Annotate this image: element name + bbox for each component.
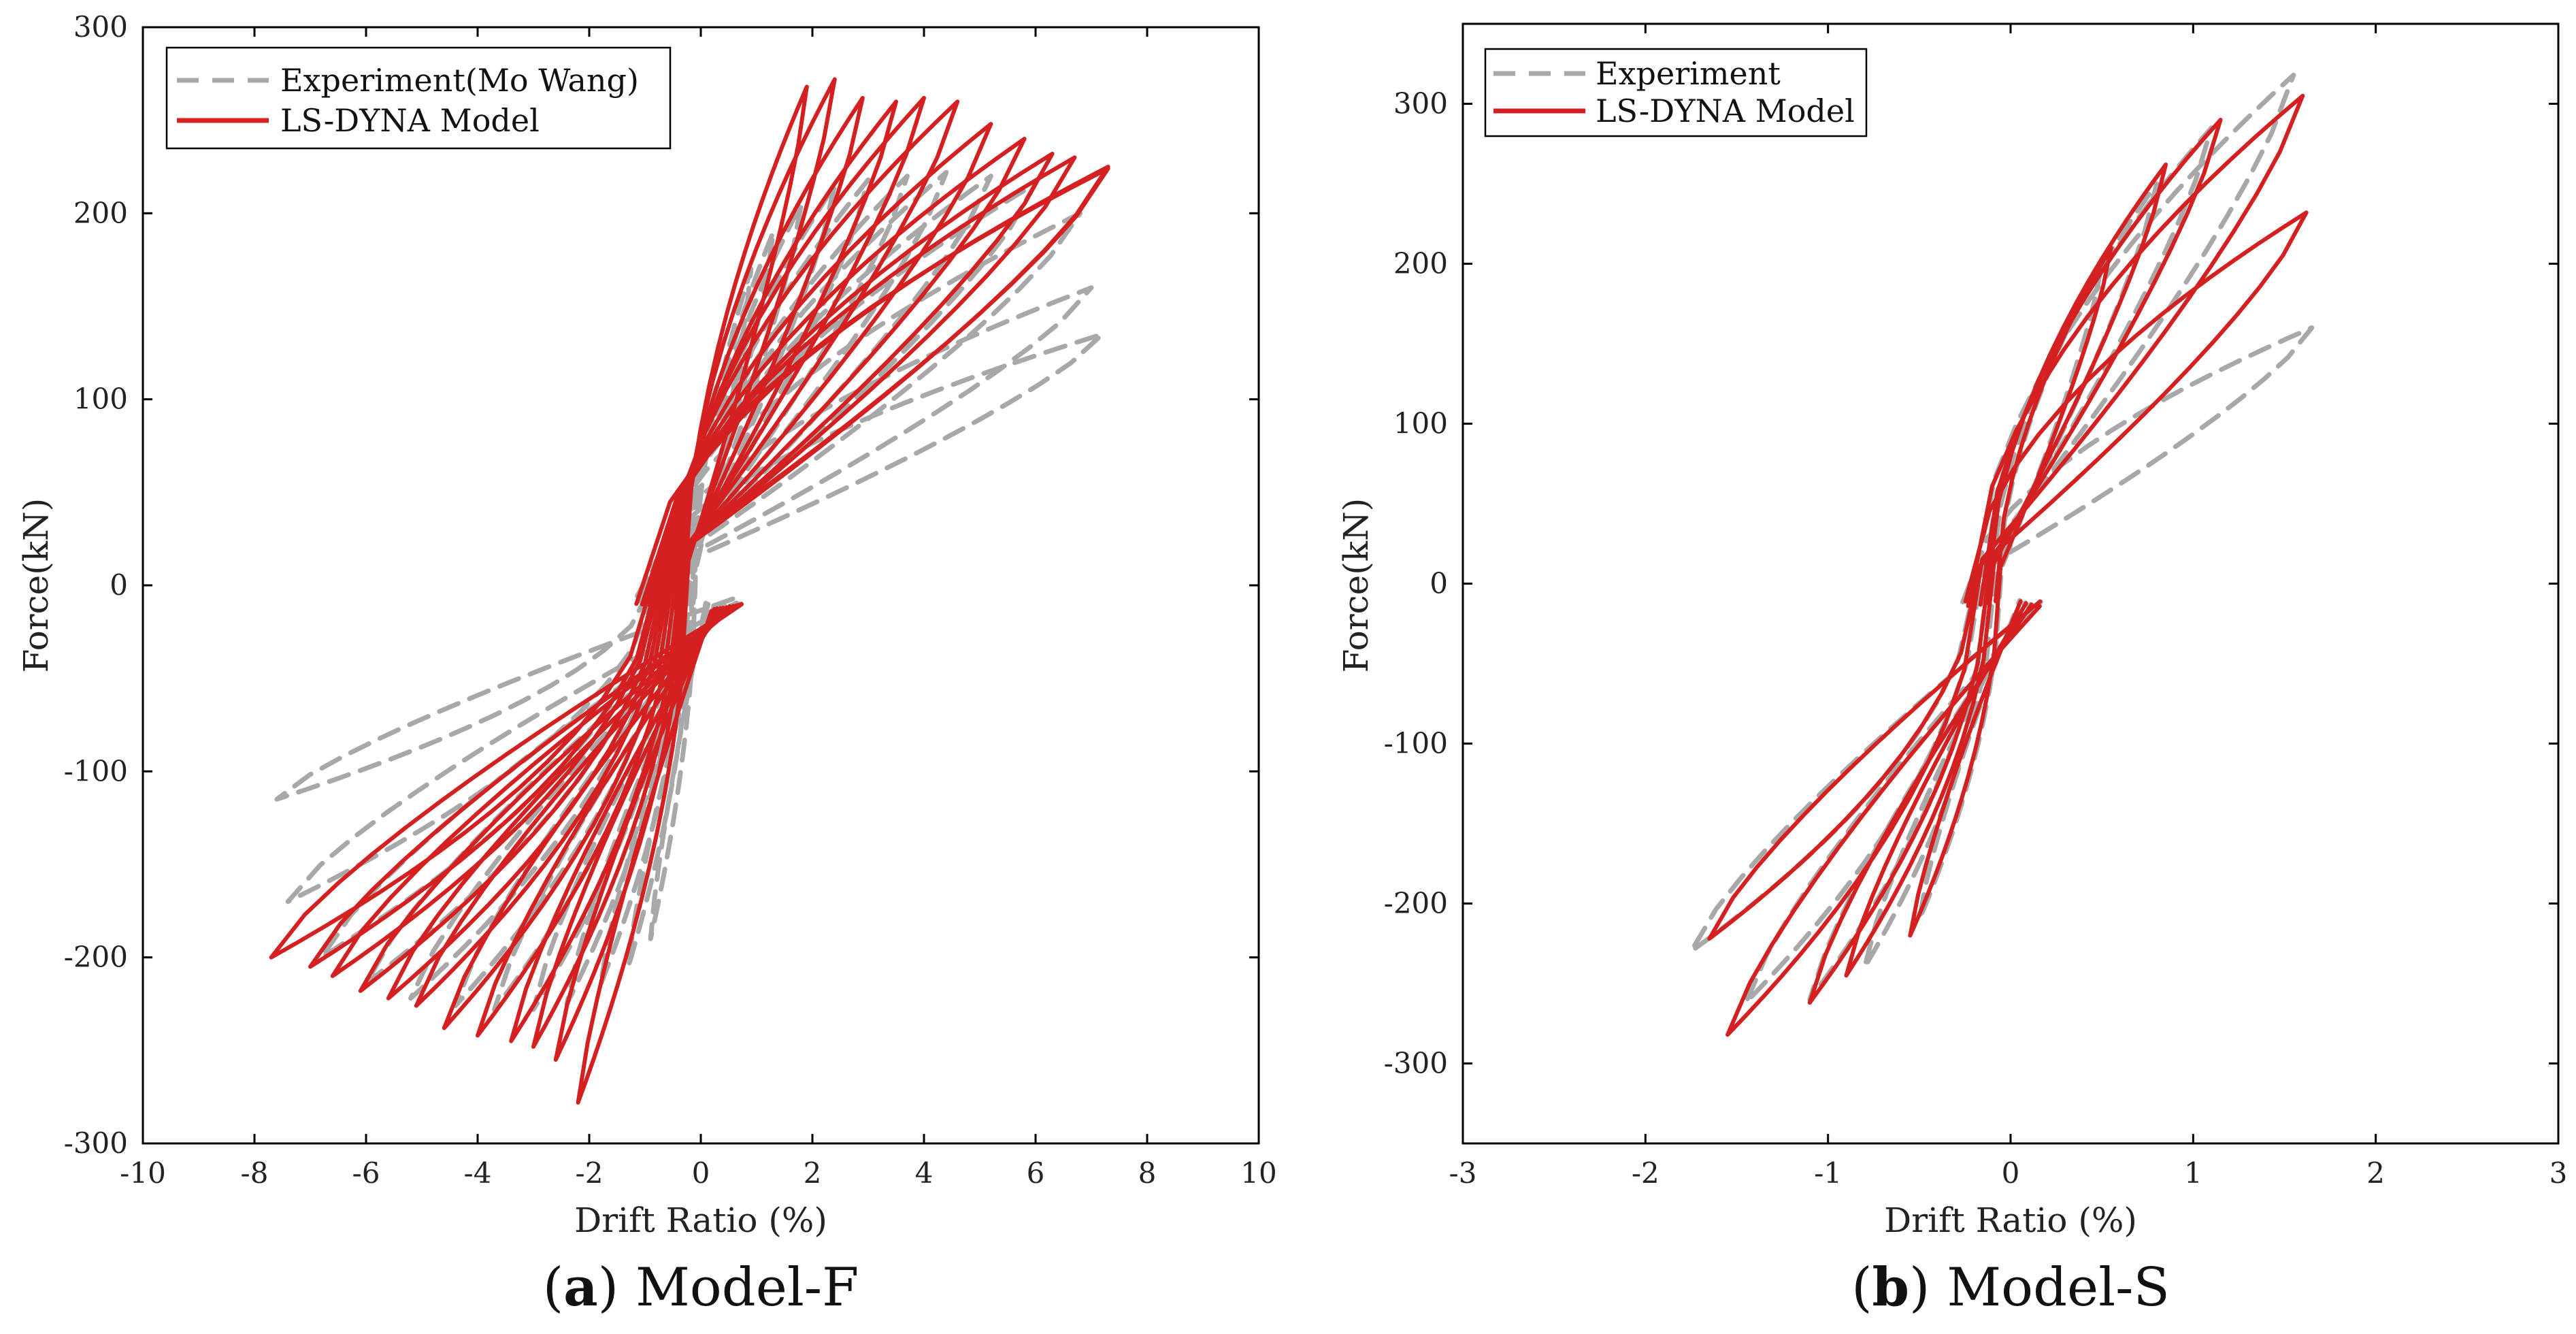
y-tick-label: 0 [110,568,128,602]
series-model [269,77,1110,1105]
x-tick-label: 2 [2366,1156,2385,1190]
caption-letter: b [1872,1256,1910,1318]
x-tick-label: -2 [576,1156,604,1190]
plot-area [1688,72,2315,1037]
hysteresis-loop [1725,93,2305,1037]
y-tick-label: -100 [1384,727,1448,760]
x-tick-label: -10 [120,1156,166,1190]
x-tick-label: 0 [692,1156,710,1190]
y-tick-label: 100 [1393,407,1448,440]
chart-panel-b: -3 -2 -1 0 1 2 3 -300 -200 -100 0 100 200 300 Drift R… [1336,22,2568,1318]
x-tick-label: -1 [1814,1156,1842,1190]
hysteresis-loop [1688,325,2315,954]
legend: Experiment(Mo Wang) LS-DYNA Model [165,46,672,150]
y-tick-label: 300 [73,10,128,44]
x-tick-label: 10 [1240,1156,1276,1190]
axis-ticks: -10 -8 -6 -4 -2 0 2 4 6 8 10 -300 -200 -100 0 100 200 300 [64,10,1277,1190]
legend-entry-model: LS-DYNA Model [1596,93,1855,129]
x-tick-label: -4 [464,1156,492,1190]
plot-frame [142,26,1260,1145]
caption-text: Model-F [635,1257,859,1318]
y-tick-label: 0 [1430,567,1448,600]
x-tick-label: -6 [352,1156,380,1190]
legend: Experiment LS-DYNA Model [1484,48,1868,137]
y-axis-label: Force(kN) [16,498,56,673]
y-tick-label: 300 [1393,87,1448,120]
legend-box [165,46,672,150]
plot-frame [1462,22,2560,1145]
y-tick-label: 200 [73,196,128,229]
x-tick-label: 1 [2184,1156,2202,1190]
legend-entry-experiment: Experiment(Mo Wang) [280,62,639,99]
series-model [1707,93,2309,1037]
caption-b: (b) Model-S [1851,1256,2170,1318]
legend-entry-model: LS-DYNA Model [280,102,540,139]
y-tick-label: -100 [64,754,128,787]
legend-entry-experiment: Experiment [1596,55,1781,92]
hysteresis-loop [1844,162,2168,978]
caption-a: (a) Model-F [543,1256,859,1318]
y-tick-label: -300 [1384,1047,1448,1080]
y-tick-label: -300 [64,1126,128,1160]
x-tick-label: 3 [2549,1156,2568,1190]
y-axis-label: Force(kN) [1336,498,1376,673]
hysteresis-loop [1707,210,2309,941]
y-tick-label: 200 [1393,247,1448,280]
axis-ticks: -3 -2 -1 0 1 2 3 -300 -200 -100 0 100 200 300 [1384,24,2568,1190]
hysteresis-loop [597,201,804,988]
y-tick-label: -200 [1384,887,1448,920]
x-tick-label: 8 [1138,1156,1157,1190]
legend-box [1484,48,1868,137]
x-tick-label: -2 [1632,1156,1659,1190]
x-tick-label: 6 [1027,1156,1045,1190]
y-tick-label: -200 [64,941,128,974]
x-tick-label: -8 [241,1156,269,1190]
x-tick-label: 4 [915,1156,934,1190]
chart-panel-a: -10 -8 -6 -4 -2 0 2 4 6 8 10 -300 -200 -100 0 100 200 300… [16,10,1277,1318]
plot-area [269,77,1110,1105]
x-axis-label: Drift Ratio (%) [1884,1201,2137,1240]
caption-text: Model-S [1947,1257,2170,1318]
hysteresis-loop [476,95,926,1038]
caption-letter: a [563,1256,598,1318]
x-tick-label: -3 [1449,1156,1477,1190]
x-axis-label: Drift Ratio (%) [574,1201,827,1240]
hysteresis-loop [269,166,1110,960]
y-tick-label: 100 [73,383,128,416]
x-tick-label: 2 [804,1156,822,1190]
hysteresis-loop [509,99,898,1043]
x-tick-label: 0 [2002,1156,2020,1190]
